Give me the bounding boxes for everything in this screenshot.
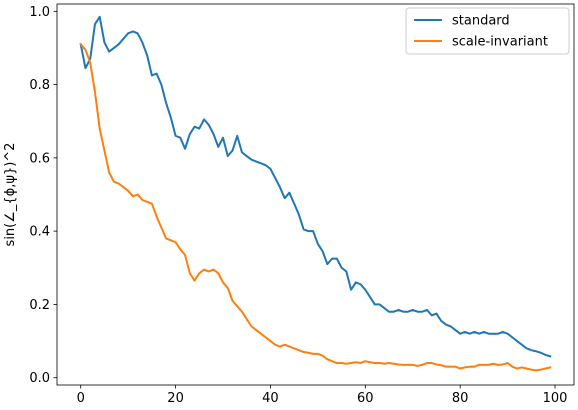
y-tick-label: 0.0 [29,371,50,386]
y-tick-label: 0.8 [29,78,50,93]
series-line-standard [79,15,552,358]
x-tick-label: 60 [357,391,374,406]
x-tick-label: 100 [543,391,568,406]
x-tick-label: 40 [262,391,279,406]
legend-box [405,7,570,55]
x-axis: 0 20 40 60 80 100 [77,385,568,406]
y-tick-label: 1.0 [29,5,50,20]
plot-area [56,3,575,386]
y-axis-label: sin(∠_{ϕ,ψ})^2 [3,143,18,247]
y-tick-label: 0.6 [29,151,50,166]
y-tick-label: 0.4 [29,225,50,240]
series-lines [79,15,552,372]
series-line-scale-invariant [79,42,552,372]
legend: standard scale-invariant [405,7,570,55]
axes-frame [56,3,575,386]
x-tick-label: 80 [452,391,469,406]
y-tick-label: 0.2 [29,298,50,313]
legend-label: scale-invariant [452,35,548,50]
legend-label: standard [452,14,510,29]
x-tick-label: 0 [77,391,85,406]
y-axis: 0.0 0.2 0.4 0.6 0.8 1.0 [29,5,57,386]
x-tick-label: 20 [167,391,184,406]
